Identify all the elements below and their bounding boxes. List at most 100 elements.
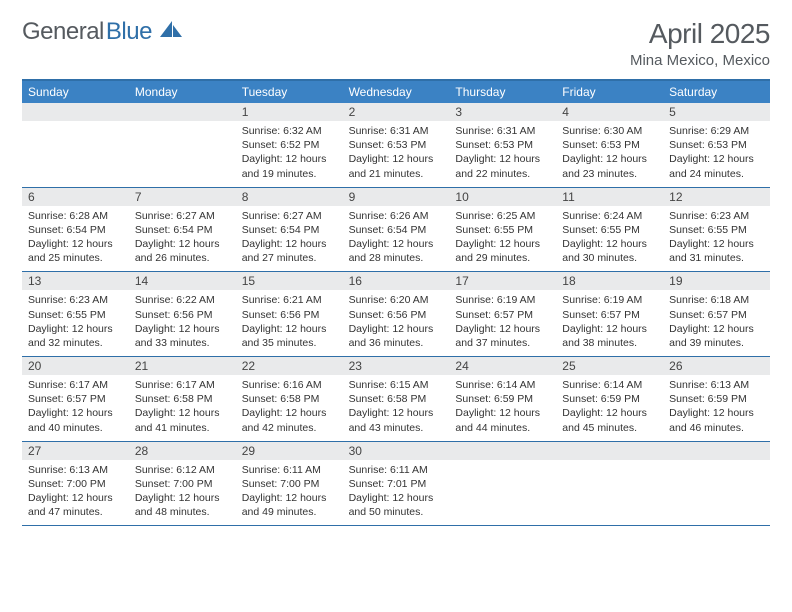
daylight-text: Daylight: 12 hours and 48 minutes. xyxy=(135,491,230,519)
sunrise-text: Sunrise: 6:17 AM xyxy=(28,378,123,392)
sunset-text: Sunset: 6:55 PM xyxy=(562,223,657,237)
sunrise-text: Sunrise: 6:24 AM xyxy=(562,209,657,223)
sunset-text: Sunset: 6:53 PM xyxy=(669,138,764,152)
calendar: Sunday Monday Tuesday Wednesday Thursday… xyxy=(22,79,770,526)
sunrise-text: Sunrise: 6:16 AM xyxy=(242,378,337,392)
page-title: April 2025 xyxy=(630,18,770,50)
day-number xyxy=(663,442,770,460)
day-cell: Sunrise: 6:27 AMSunset: 6:54 PMDaylight:… xyxy=(129,206,236,272)
day-cell: Sunrise: 6:24 AMSunset: 6:55 PMDaylight:… xyxy=(556,206,663,272)
day-number: 20 xyxy=(22,357,129,375)
sunset-text: Sunset: 6:58 PM xyxy=(242,392,337,406)
sunset-text: Sunset: 6:53 PM xyxy=(562,138,657,152)
daylight-text: Daylight: 12 hours and 25 minutes. xyxy=(28,237,123,265)
daylight-text: Daylight: 12 hours and 39 minutes. xyxy=(669,322,764,350)
day-number: 18 xyxy=(556,272,663,290)
day-number: 9 xyxy=(343,188,450,206)
daylight-text: Daylight: 12 hours and 19 minutes. xyxy=(242,152,337,180)
week-row: 12345Sunrise: 6:32 AMSunset: 6:52 PMDayl… xyxy=(22,103,770,188)
day-number: 23 xyxy=(343,357,450,375)
day-number: 1 xyxy=(236,103,343,121)
sunset-text: Sunset: 6:53 PM xyxy=(349,138,444,152)
logo-text-general: General xyxy=(22,18,104,46)
daylight-text: Daylight: 12 hours and 26 minutes. xyxy=(135,237,230,265)
day-cell xyxy=(556,460,663,526)
day-details-row: Sunrise: 6:23 AMSunset: 6:55 PMDaylight:… xyxy=(22,290,770,356)
day-details-row: Sunrise: 6:28 AMSunset: 6:54 PMDaylight:… xyxy=(22,206,770,272)
day-number xyxy=(556,442,663,460)
daylight-text: Daylight: 12 hours and 42 minutes. xyxy=(242,406,337,434)
week-row: 20212223242526Sunrise: 6:17 AMSunset: 6:… xyxy=(22,357,770,442)
sunset-text: Sunset: 6:57 PM xyxy=(669,308,764,322)
day-cell: Sunrise: 6:12 AMSunset: 7:00 PMDaylight:… xyxy=(129,460,236,526)
sunrise-text: Sunrise: 6:29 AM xyxy=(669,124,764,138)
daylight-text: Daylight: 12 hours and 32 minutes. xyxy=(28,322,123,350)
sunset-text: Sunset: 6:53 PM xyxy=(455,138,550,152)
day-number: 11 xyxy=(556,188,663,206)
sunset-text: Sunset: 6:54 PM xyxy=(242,223,337,237)
day-cell: Sunrise: 6:23 AMSunset: 6:55 PMDaylight:… xyxy=(22,290,129,356)
day-cell: Sunrise: 6:32 AMSunset: 6:52 PMDaylight:… xyxy=(236,121,343,187)
day-cell: Sunrise: 6:26 AMSunset: 6:54 PMDaylight:… xyxy=(343,206,450,272)
sunrise-text: Sunrise: 6:19 AM xyxy=(562,293,657,307)
day-number-row: 27282930 xyxy=(22,442,770,460)
day-number: 28 xyxy=(129,442,236,460)
sunrise-text: Sunrise: 6:27 AM xyxy=(242,209,337,223)
day-number: 15 xyxy=(236,272,343,290)
page: GeneralBlue April 2025 Mina Mexico, Mexi… xyxy=(0,0,792,544)
sunset-text: Sunset: 7:00 PM xyxy=(28,477,123,491)
sunset-text: Sunset: 6:55 PM xyxy=(669,223,764,237)
day-number: 27 xyxy=(22,442,129,460)
daylight-text: Daylight: 12 hours and 22 minutes. xyxy=(455,152,550,180)
day-number: 8 xyxy=(236,188,343,206)
logo-text-blue: Blue xyxy=(106,18,152,46)
sail-icon xyxy=(158,18,184,46)
day-cell xyxy=(449,460,556,526)
day-cell: Sunrise: 6:11 AMSunset: 7:00 PMDaylight:… xyxy=(236,460,343,526)
sunrise-text: Sunrise: 6:26 AM xyxy=(349,209,444,223)
sunset-text: Sunset: 6:57 PM xyxy=(562,308,657,322)
sunrise-text: Sunrise: 6:14 AM xyxy=(455,378,550,392)
title-block: April 2025 Mina Mexico, Mexico xyxy=(630,18,770,69)
day-cell: Sunrise: 6:22 AMSunset: 6:56 PMDaylight:… xyxy=(129,290,236,356)
daylight-text: Daylight: 12 hours and 35 minutes. xyxy=(242,322,337,350)
day-of-week-header: Sunday Monday Tuesday Wednesday Thursday… xyxy=(22,81,770,103)
day-number-row: 6789101112 xyxy=(22,188,770,206)
logo: GeneralBlue xyxy=(22,18,184,46)
day-cell xyxy=(663,460,770,526)
day-cell: Sunrise: 6:19 AMSunset: 6:57 PMDaylight:… xyxy=(449,290,556,356)
sunset-text: Sunset: 6:55 PM xyxy=(455,223,550,237)
day-cell: Sunrise: 6:27 AMSunset: 6:54 PMDaylight:… xyxy=(236,206,343,272)
sunrise-text: Sunrise: 6:12 AM xyxy=(135,463,230,477)
day-number: 13 xyxy=(22,272,129,290)
day-number xyxy=(449,442,556,460)
day-number: 2 xyxy=(343,103,450,121)
sunset-text: Sunset: 6:55 PM xyxy=(28,308,123,322)
day-cell: Sunrise: 6:28 AMSunset: 6:54 PMDaylight:… xyxy=(22,206,129,272)
day-number: 3 xyxy=(449,103,556,121)
sunrise-text: Sunrise: 6:19 AM xyxy=(455,293,550,307)
dow-friday: Friday xyxy=(556,81,663,103)
day-number: 14 xyxy=(129,272,236,290)
sunrise-text: Sunrise: 6:23 AM xyxy=(669,209,764,223)
sunset-text: Sunset: 6:59 PM xyxy=(669,392,764,406)
daylight-text: Daylight: 12 hours and 27 minutes. xyxy=(242,237,337,265)
sunrise-text: Sunrise: 6:18 AM xyxy=(669,293,764,307)
day-cell: Sunrise: 6:25 AMSunset: 6:55 PMDaylight:… xyxy=(449,206,556,272)
day-cell: Sunrise: 6:31 AMSunset: 6:53 PMDaylight:… xyxy=(449,121,556,187)
dow-sunday: Sunday xyxy=(22,81,129,103)
day-number: 16 xyxy=(343,272,450,290)
daylight-text: Daylight: 12 hours and 46 minutes. xyxy=(669,406,764,434)
sunrise-text: Sunrise: 6:11 AM xyxy=(242,463,337,477)
day-number: 24 xyxy=(449,357,556,375)
sunrise-text: Sunrise: 6:14 AM xyxy=(562,378,657,392)
daylight-text: Daylight: 12 hours and 21 minutes. xyxy=(349,152,444,180)
daylight-text: Daylight: 12 hours and 47 minutes. xyxy=(28,491,123,519)
sunrise-text: Sunrise: 6:23 AM xyxy=(28,293,123,307)
sunset-text: Sunset: 6:54 PM xyxy=(349,223,444,237)
day-number xyxy=(22,103,129,121)
day-number: 26 xyxy=(663,357,770,375)
day-cell xyxy=(129,121,236,187)
sunset-text: Sunset: 6:56 PM xyxy=(242,308,337,322)
sunset-text: Sunset: 6:56 PM xyxy=(135,308,230,322)
